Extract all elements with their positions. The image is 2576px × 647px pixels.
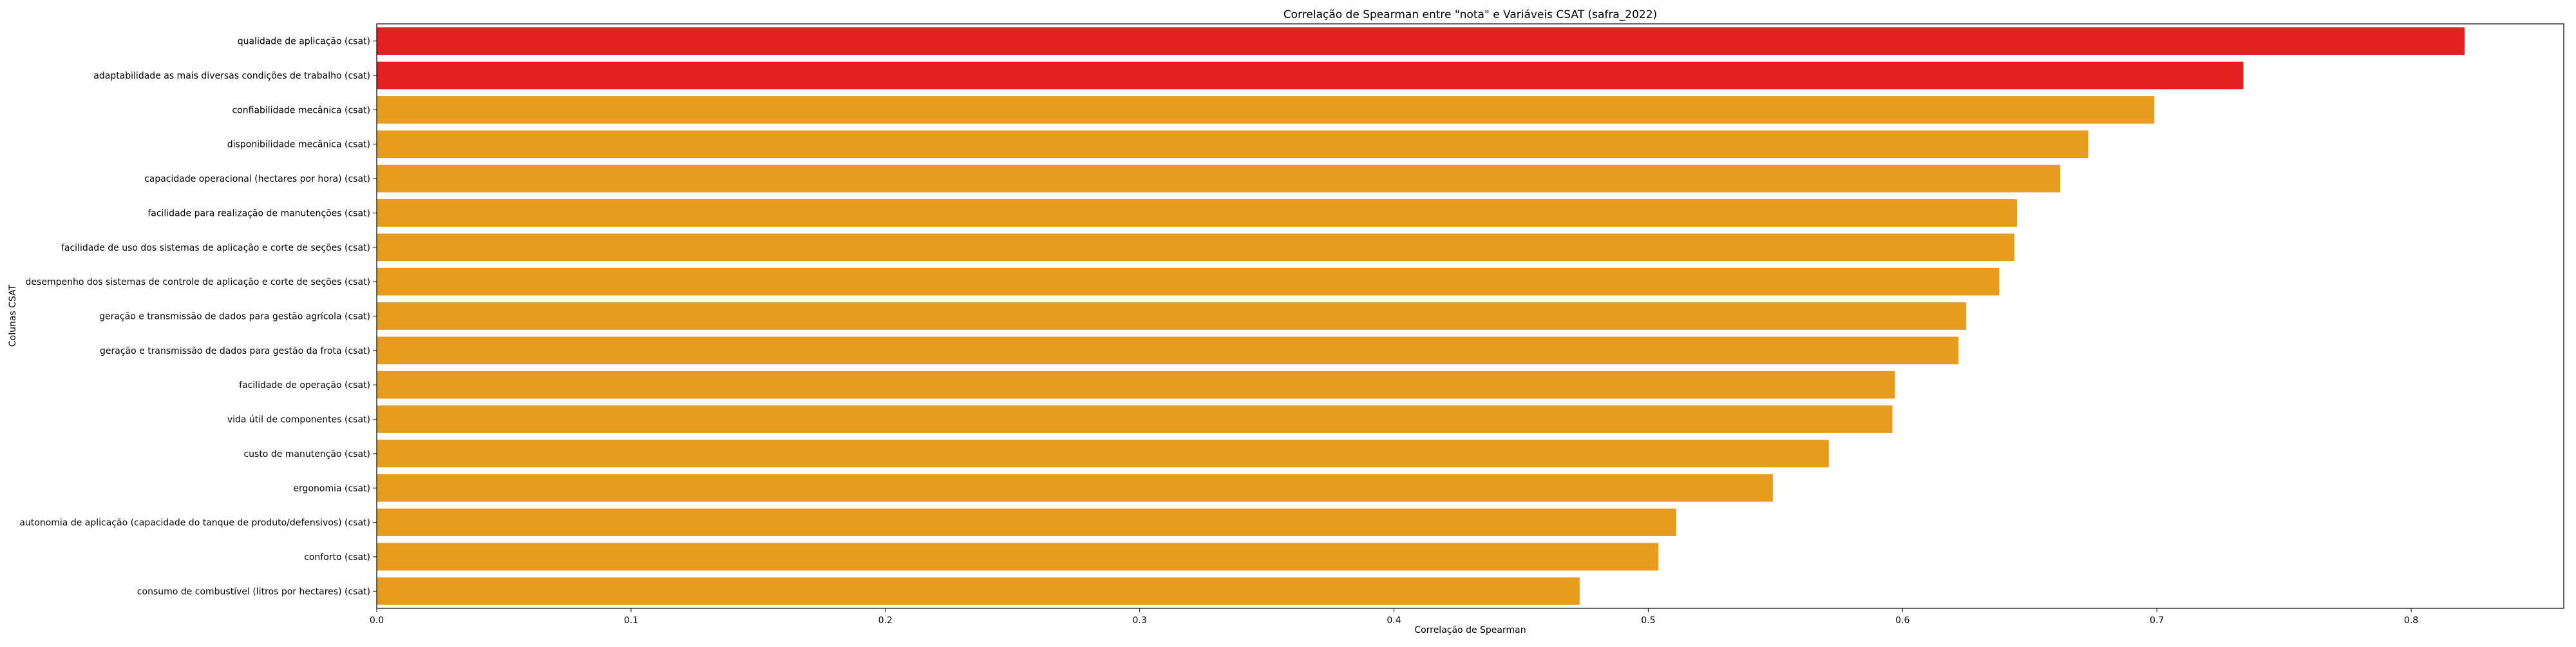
y-tick-labels: qualidade de aplicação (csat) adaptabilid… — [19, 37, 377, 597]
y-tick-label: consumo de combustível (litros por hecta… — [137, 586, 370, 597]
x-axis-label: Correlação de Spearman — [1414, 625, 1526, 635]
chart-title: Correlação de Spearman entre "nota" e Va… — [1283, 8, 1657, 21]
y-tick-label: desempenho dos sistemas de controle de a… — [26, 277, 370, 287]
plot-frame — [376, 23, 2564, 609]
x-tick-label: 0.5 — [1641, 615, 1655, 626]
x-tick-label: 0.8 — [2404, 615, 2418, 626]
bar — [377, 543, 1659, 571]
y-tick-label: disponibilidade mecânica (csat) — [227, 140, 370, 150]
x-tick-label: 0.7 — [2150, 615, 2164, 626]
x-tick-label: 0.2 — [878, 615, 893, 626]
bar — [377, 336, 1959, 365]
bar — [377, 164, 2061, 193]
bar — [377, 267, 2000, 296]
y-tick-label: geração e transmissão de dados para gest… — [100, 346, 370, 356]
x-tick-label: 0.3 — [1133, 615, 1147, 626]
bar — [377, 233, 2015, 262]
y-tick-label: facilidade para realização de manutençõe… — [147, 208, 370, 218]
bars-group — [377, 27, 2465, 605]
bar — [377, 474, 1773, 502]
y-tick-label: geração e transmissão de dados para gest… — [99, 312, 370, 322]
y-axis-label: Colunas CSAT — [8, 284, 18, 347]
bar — [377, 577, 1580, 605]
x-tick-label: 0.1 — [624, 615, 638, 626]
y-tick-label: facilidade de operação (csat) — [239, 380, 370, 391]
y-tick-label: autonomia de aplicação (capacidade do ta… — [19, 518, 370, 528]
y-tick-label: capacidade operacional (hectares por hor… — [144, 174, 370, 184]
x-ticks: 0.0 0.1 0.2 0.3 0.4 0.5 0.6 0.7 0.8 — [370, 608, 2418, 626]
y-tick-label: confiabilidade mecânica (csat) — [232, 105, 370, 115]
y-tick-label: qualidade de aplicação (csat) — [238, 37, 370, 47]
bar — [377, 61, 2244, 90]
bar — [377, 439, 1829, 468]
bar — [377, 130, 2088, 159]
y-tick-label: conforto (csat) — [304, 552, 370, 563]
y-tick-label: adaptabilidade as mais diversas condiçõe… — [93, 71, 370, 81]
x-tick-label: 0.0 — [370, 615, 384, 626]
y-tick-label: custo de manutenção (csat) — [243, 449, 370, 459]
bar — [377, 27, 2465, 55]
y-tick-label: vida útil de componentes (csat) — [227, 415, 370, 425]
y-tick-label: ergonomia (csat) — [293, 483, 370, 494]
bar — [377, 508, 1676, 536]
y-tick-label: facilidade de uso dos sistemas de aplica… — [61, 243, 370, 253]
bar — [377, 405, 1893, 433]
x-tick-label: 0.6 — [1895, 615, 1909, 626]
x-tick-label: 0.4 — [1387, 615, 1401, 626]
bar — [377, 371, 1895, 399]
bar — [377, 96, 2155, 124]
bar — [377, 302, 1967, 330]
bar — [377, 199, 2017, 227]
